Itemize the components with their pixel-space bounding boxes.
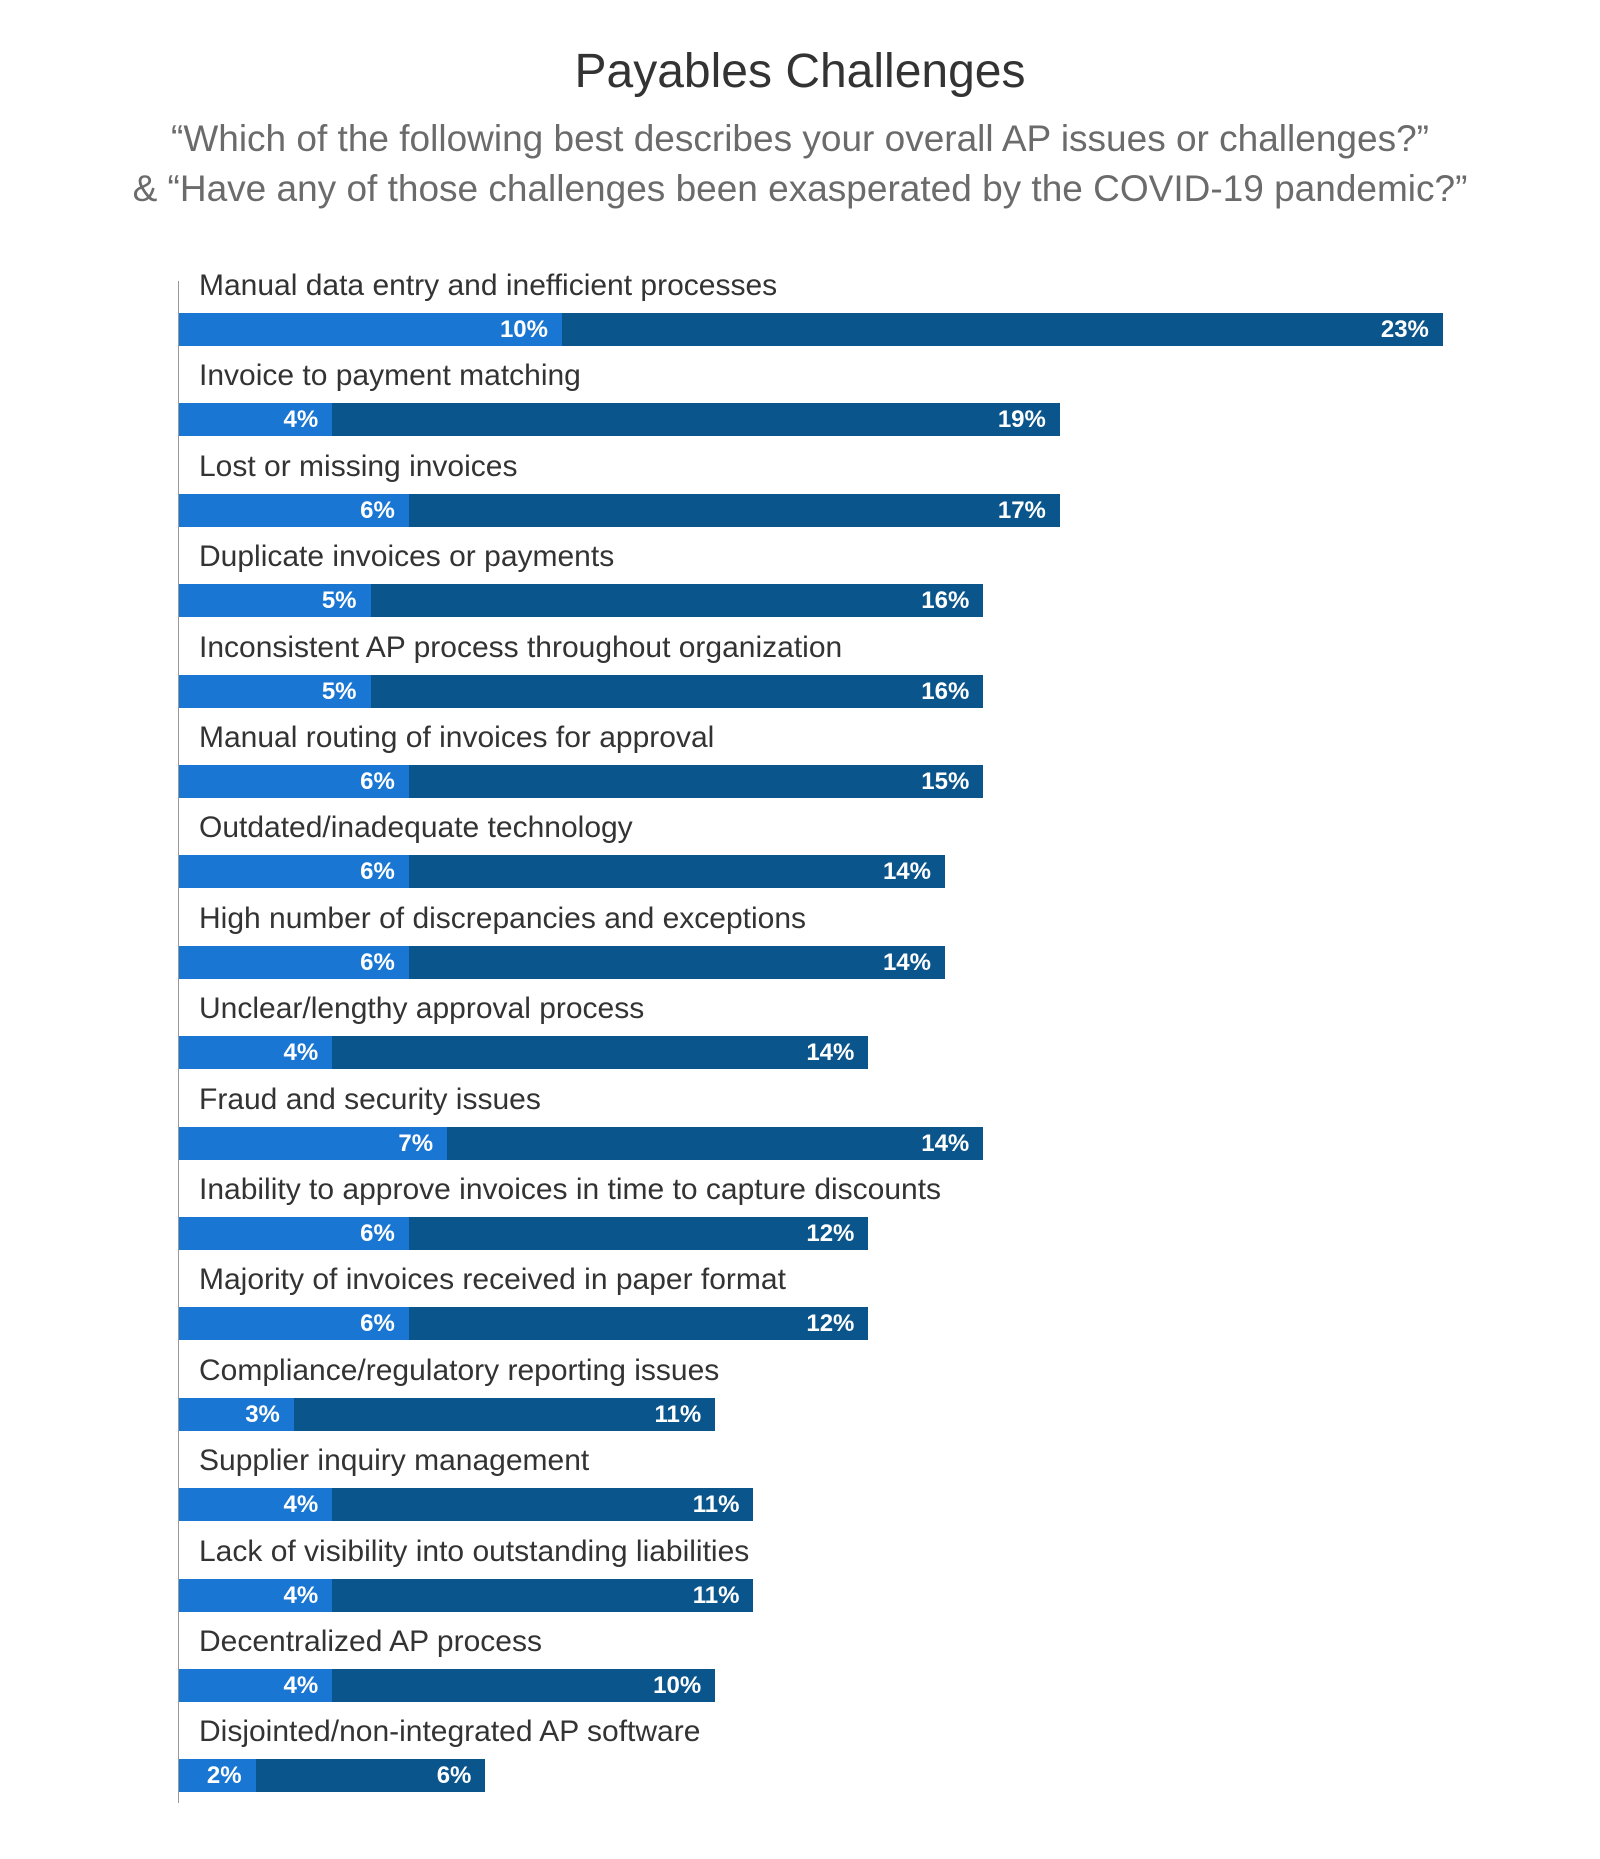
- data-label-covid: 4%: [283, 1672, 319, 1699]
- bar-segment-overall: [293, 1397, 716, 1431]
- bar-segment-overall: [408, 945, 945, 979]
- data-label-overall: 10%: [653, 1672, 702, 1699]
- bar-segment-overall: [408, 765, 984, 798]
- bar-segment-covid: [179, 1217, 409, 1250]
- bar-segment-overall: [447, 1126, 984, 1160]
- bar-segment-covid: [179, 313, 562, 346]
- data-label-overall: 12%: [806, 1310, 855, 1338]
- data-label-overall: 14%: [882, 948, 931, 976]
- data-label-covid: 10%: [499, 316, 548, 343]
- data-label-covid: 3%: [245, 1400, 280, 1428]
- data-label-covid: 4%: [283, 406, 319, 434]
- category-label: Lack of visibility into outstanding liab…: [199, 1534, 750, 1568]
- data-label-overall: 14%: [921, 1129, 970, 1157]
- category-label: Majority of invoices received in paper f…: [199, 1263, 786, 1297]
- bar-segment-covid: [179, 855, 409, 889]
- bar-segment-covid: [179, 1397, 294, 1431]
- data-label-overall: 17%: [997, 496, 1046, 524]
- data-label-overall: 6%: [436, 1762, 472, 1790]
- bar-segment-covid: [179, 493, 409, 527]
- bar-segment-overall: [370, 674, 984, 708]
- data-label-overall: 19%: [997, 406, 1046, 434]
- category-label: High number of discrepancies and excepti…: [199, 901, 807, 935]
- bar-segment-overall: [408, 1307, 869, 1341]
- category-label: Supplier inquiry management: [199, 1444, 590, 1478]
- bar-segment-covid: [179, 403, 333, 437]
- bar-segment-overall: [408, 1217, 869, 1250]
- bar-segment-covid: [179, 1307, 409, 1341]
- bar-segment-overall: [332, 403, 1060, 437]
- bar-segment-overall: [332, 1578, 754, 1612]
- data-label-covid: 4%: [283, 1491, 319, 1519]
- data-label-covid: 6%: [360, 1220, 395, 1247]
- data-label-covid: 2%: [206, 1762, 242, 1790]
- category-label: Outdated/inadequate technology: [199, 811, 633, 845]
- data-label-covid: 6%: [360, 948, 395, 976]
- data-label-overall: 15%: [921, 768, 970, 795]
- bar-segment-covid: [179, 1759, 256, 1793]
- chart-subtitle-line-2: & “Have any of those challenges been exa…: [132, 168, 1468, 209]
- data-label-covid: 6%: [360, 858, 395, 886]
- data-label-overall: 16%: [921, 677, 970, 705]
- data-label-overall: 11%: [654, 1400, 702, 1428]
- category-label: Invoice to payment matching: [199, 359, 581, 393]
- bar-segment-covid: [179, 674, 371, 708]
- bar-segment-covid: [179, 1488, 333, 1522]
- category-label: Manual data entry and inefficient proces…: [199, 269, 778, 302]
- data-label-covid: 4%: [283, 1581, 319, 1609]
- data-label-overall: 11%: [692, 1491, 740, 1519]
- data-label-overall: 23%: [1380, 316, 1429, 343]
- category-label: Manual routing of invoices for approval: [199, 721, 715, 754]
- data-label-covid: 6%: [360, 496, 395, 524]
- data-label-overall: 14%: [882, 858, 931, 886]
- data-label-overall: 16%: [921, 587, 970, 615]
- data-label-covid: 7%: [398, 1129, 434, 1157]
- category-label: Disjointed/non-integrated AP software: [199, 1715, 701, 1749]
- bar-segment-covid: [179, 1578, 333, 1612]
- bar-segment-overall: [562, 313, 1443, 346]
- category-label: Inability to approve invoices in time to…: [199, 1173, 942, 1206]
- bar-segment-overall: [408, 855, 945, 889]
- data-label-covid: 4%: [283, 1039, 319, 1067]
- data-label-covid: 6%: [360, 1310, 395, 1338]
- data-label-covid: 5%: [321, 677, 357, 705]
- category-label: Unclear/lengthy approval process: [199, 992, 645, 1026]
- data-label-overall: 11%: [692, 1581, 740, 1609]
- bar-segment-overall: [332, 1669, 716, 1702]
- category-label: Lost or missing invoices: [199, 449, 518, 483]
- bar-segment-covid: [179, 1036, 333, 1070]
- y-axis-line: [178, 281, 179, 1803]
- bar-segment-overall: [408, 493, 1060, 527]
- category-label: Decentralized AP process: [199, 1625, 542, 1658]
- bar-segment-overall: [332, 1488, 754, 1522]
- category-label: Compliance/regulatory reporting issues: [199, 1353, 720, 1387]
- data-label-covid: 5%: [321, 587, 357, 615]
- data-label-overall: 12%: [806, 1220, 855, 1247]
- bar-segment-covid: [179, 765, 409, 798]
- bar-segment-overall: [370, 584, 984, 618]
- bar-segment-covid: [179, 1669, 333, 1702]
- category-label: Duplicate invoices or payments: [199, 540, 615, 574]
- category-label: Fraud and security issues: [199, 1082, 541, 1116]
- bar-segment-covid: [179, 945, 409, 979]
- bar-segment-overall: [255, 1759, 486, 1793]
- bar-segment-covid: [179, 584, 371, 618]
- chart-title: Payables Challenges: [574, 45, 1026, 98]
- bar-segment-covid: [179, 1126, 448, 1160]
- data-label-covid: 6%: [360, 768, 395, 795]
- category-label: Inconsistent AP process throughout organ…: [199, 630, 843, 664]
- chart-subtitle-line-1: “Which of the following best describes y…: [171, 118, 1429, 159]
- bar-segment-overall: [332, 1036, 869, 1070]
- data-label-overall: 14%: [806, 1039, 855, 1067]
